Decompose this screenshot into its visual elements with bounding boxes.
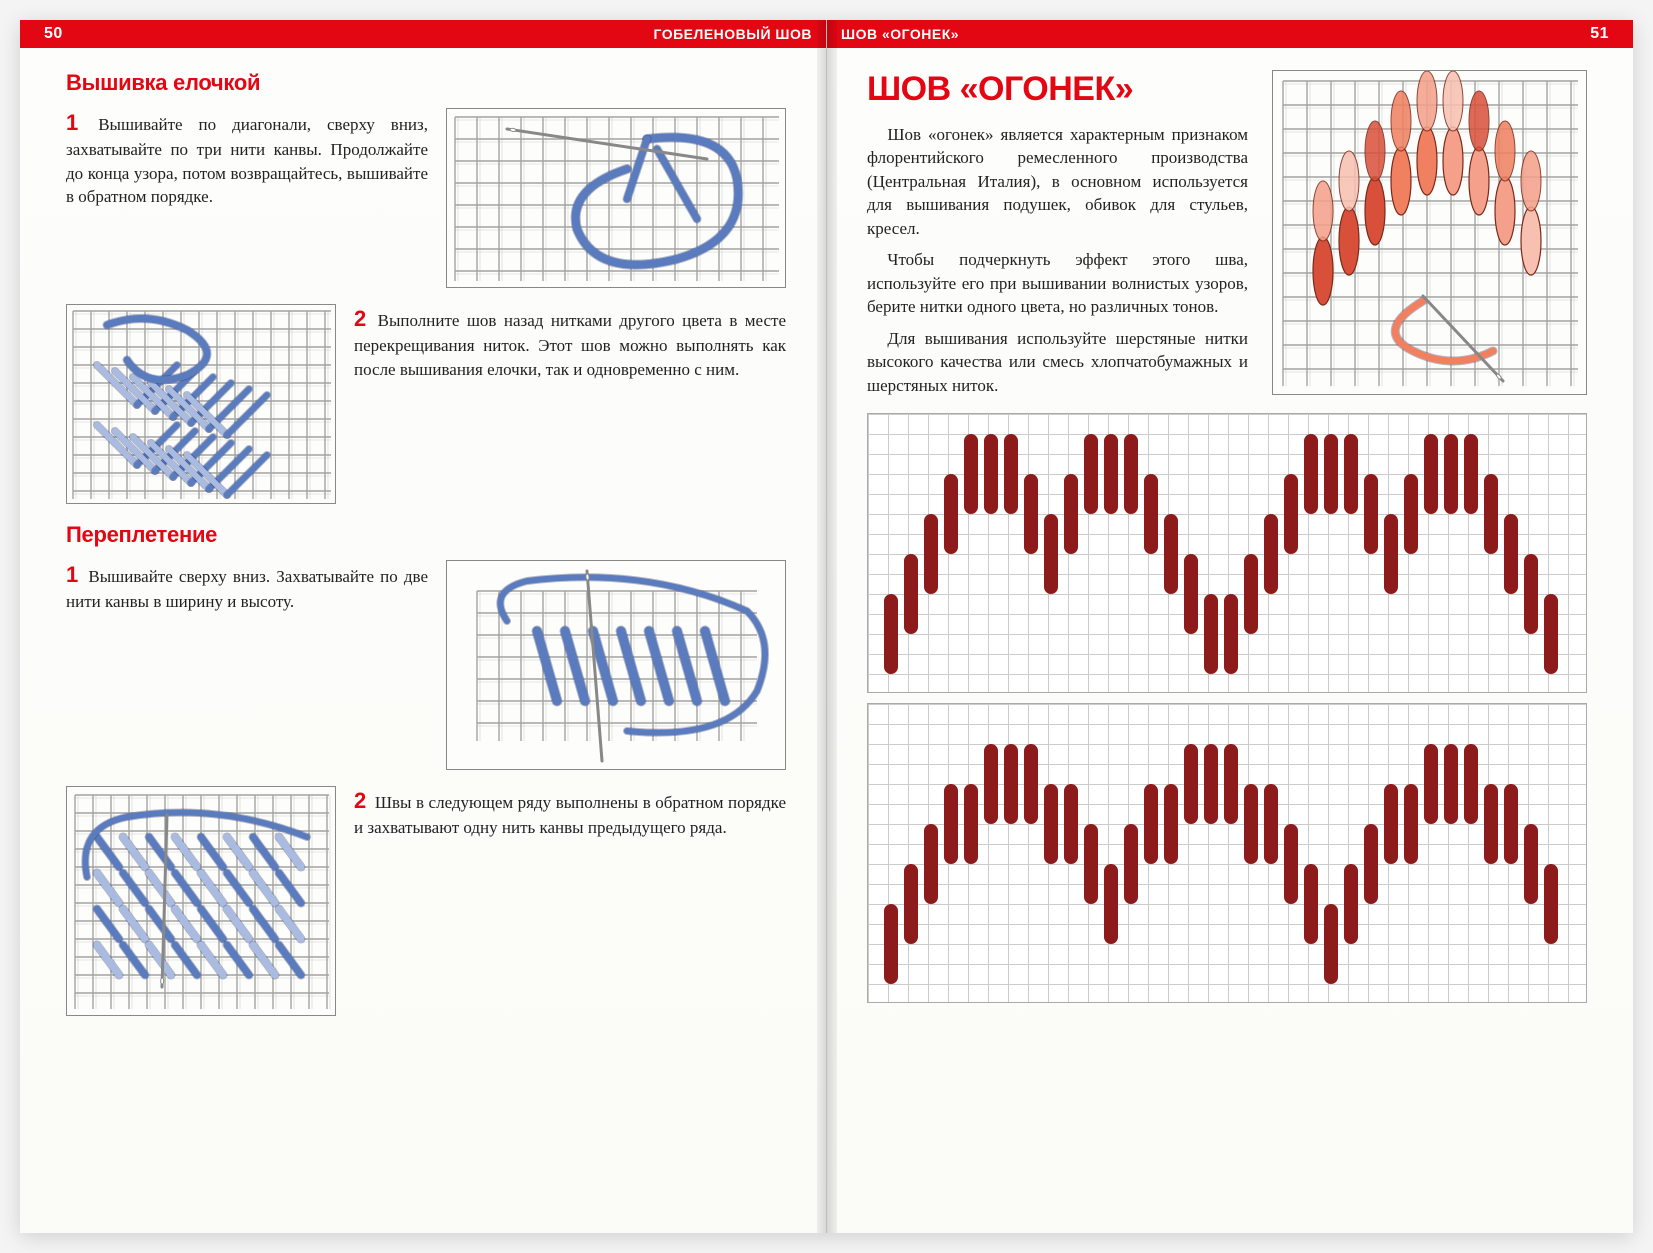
step3-text: Вышивайте сверху вниз. Захватывайте по д… [66, 567, 428, 611]
figure-2 [66, 304, 336, 504]
row-step4: 2 Швы в следующем ряду выполнены в обрат… [66, 786, 786, 1016]
step3-paragraph: 1 Вышивайте сверху вниз. Захватывайте по… [66, 560, 428, 614]
step1-text-col: 1 Вышивайте по диагонали, сверху вниз, з… [66, 108, 428, 288]
section1-title: Вышивка елочкой [66, 70, 786, 96]
fig2-col [66, 304, 336, 504]
left-content: Вышивка елочкой 1 Вышивайте по диагонали… [20, 48, 826, 1052]
step3-num: 1 [66, 562, 78, 587]
step3-text-col: 1 Вышивайте сверху вниз. Захватывайте по… [66, 560, 428, 770]
step1-paragraph: 1 Вышивайте по диагонали, сверху вниз, з… [66, 108, 428, 209]
right-top-row: ШОВ «ОГОНЕК» Шов «огонек» является харак… [867, 70, 1587, 397]
right-para2: Чтобы подчеркнуть эффект этого шва, испо… [867, 248, 1248, 318]
section2-title: Переплетение [66, 522, 786, 548]
right-content: ШОВ «ОГОНЕК» Шов «огонек» является харак… [827, 48, 1633, 1023]
right-page-number: 51 [1590, 25, 1609, 43]
step4-text: Швы в следующем ряду выполнены в обратно… [354, 793, 786, 837]
figure-1 [446, 108, 786, 288]
left-page-number: 50 [44, 25, 63, 43]
figure-ogonek [1272, 70, 1587, 395]
figure-3 [446, 560, 786, 770]
right-intro-col: ШОВ «ОГОНЕК» Шов «огонек» является харак… [867, 70, 1248, 397]
figure-4 [66, 786, 336, 1016]
right-header-bar: ШОВ «ОГОНЕК» 51 [827, 20, 1633, 48]
right-fig-col [1272, 70, 1587, 397]
right-para3: Для вышивания используйте шерстяные нитк… [867, 327, 1248, 397]
right-para1: Шов «огонек» является характерным призна… [867, 123, 1248, 240]
row-step1: 1 Вышивайте по диагонали, сверху вниз, з… [66, 108, 786, 288]
pattern-panel-a [867, 413, 1587, 693]
step4-text-col: 2 Швы в следующем ряду выполнены в обрат… [354, 786, 786, 1016]
pattern-panel-b [867, 703, 1587, 1003]
left-header-bar: 50 ГОБЕЛЕНОВЫЙ ШОВ [20, 20, 826, 48]
book-spread: 50 ГОБЕЛЕНОВЫЙ ШОВ Вышивка елочкой 1 Выш… [20, 20, 1633, 1233]
row-step3: 1 Вышивайте сверху вниз. Захватывайте по… [66, 560, 786, 770]
fig4-col [66, 786, 336, 1016]
right-page: ШОВ «ОГОНЕК» 51 ШОВ «ОГОНЕК» Шов «огонек… [827, 20, 1633, 1233]
main-title: ШОВ «ОГОНЕК» [867, 70, 1248, 109]
pattern-b-grid [868, 704, 1586, 1002]
step4-num: 2 [354, 788, 366, 813]
pattern-a-grid [868, 414, 1586, 692]
step2-paragraph: 2 Выполните шов назад нитками другого цв… [354, 304, 786, 381]
fig1-col [446, 108, 786, 288]
left-page: 50 ГОБЕЛЕНОВЫЙ ШОВ Вышивка елочкой 1 Выш… [20, 20, 827, 1233]
step1-num: 1 [66, 110, 78, 135]
step2-text: Выполните шов назад нитками другого цвет… [354, 311, 786, 379]
row-step2: 2 Выполните шов назад нитками другого цв… [66, 304, 786, 504]
step2-text-col: 2 Выполните шов назад нитками другого цв… [354, 304, 786, 504]
step2-num: 2 [354, 306, 366, 331]
step4-paragraph: 2 Швы в следующем ряду выполнены в обрат… [354, 786, 786, 840]
left-header-title: ГОБЕЛЕНОВЫЙ ШОВ [653, 26, 812, 42]
right-header-title: ШОВ «ОГОНЕК» [841, 26, 959, 42]
step1-text: Вышивайте по диагонали, сверху вниз, зах… [66, 115, 428, 206]
fig3-col [446, 560, 786, 770]
